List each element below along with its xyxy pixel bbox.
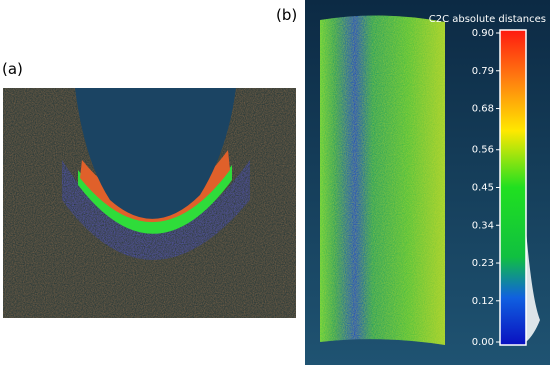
tick-label: 0.90 bbox=[472, 28, 494, 39]
colorbar-title: C2C absolute distances bbox=[429, 14, 546, 25]
panel-a-image bbox=[3, 88, 296, 318]
tick-label: 0.23 bbox=[472, 258, 494, 269]
panel-label: (b) bbox=[276, 6, 297, 24]
tick-label: 0.00 bbox=[472, 337, 494, 348]
tick-label: 0.68 bbox=[472, 104, 494, 115]
panel-label: (a) bbox=[2, 60, 23, 78]
panel-b-image: C2C absolute distances bbox=[305, 0, 550, 365]
tick-label: 0.34 bbox=[472, 220, 494, 231]
tick-label: 0.12 bbox=[472, 296, 494, 307]
tick-label: 0.45 bbox=[472, 183, 494, 194]
tick-label: 0.79 bbox=[472, 66, 494, 77]
tick-label: 0.56 bbox=[472, 145, 494, 156]
